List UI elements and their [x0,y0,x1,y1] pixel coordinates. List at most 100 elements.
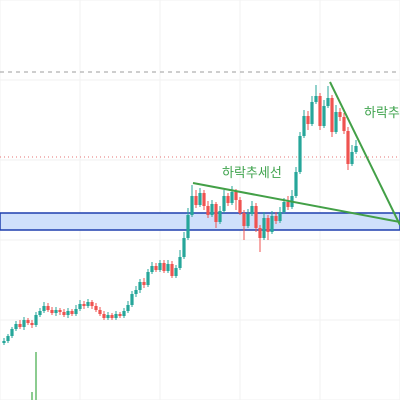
candle-body [274,216,278,221]
candle [150,262,154,274]
candle [306,111,310,130]
candle-body [278,212,282,221]
candle-body [22,320,26,327]
candle-body [102,314,106,318]
candle [222,190,226,213]
candle [134,286,138,297]
candle-body [338,112,342,117]
candle-body [166,264,170,271]
candle-body [26,320,30,323]
candle [186,208,190,240]
candle [54,307,58,316]
candle [310,96,314,126]
candle-body [130,294,134,305]
trendline-2 [329,81,400,226]
candle [318,93,322,130]
candle [334,105,338,134]
candle-body [30,323,34,325]
candle-body [210,204,214,215]
candle [206,201,210,218]
candle-body [294,172,298,196]
candle-body [234,192,238,200]
candle [254,203,258,232]
candle-body [2,341,6,343]
candle-body [126,305,130,311]
candle [194,190,198,208]
candle-body [334,112,338,132]
candle [126,301,130,313]
candle [258,225,262,252]
candle-body [114,314,118,318]
candle [302,110,306,138]
trendlines [192,81,400,226]
candle-body [330,98,334,132]
candle [214,202,218,228]
candle [14,321,18,331]
candle-body [10,329,14,336]
reference-lines [0,71,400,158]
candle [42,302,46,313]
candle-body [302,116,306,136]
candle-body [298,136,302,172]
candle [210,200,214,217]
candle [278,207,282,223]
support-zone [0,212,400,231]
candle-body [326,98,330,106]
candle-body [62,312,66,315]
candle [262,212,266,240]
candle [18,320,22,329]
candle-body [198,193,202,205]
candle [118,312,122,318]
candle-body [350,152,354,164]
candle-body [342,117,346,131]
candle-body [270,216,274,232]
candle-body [118,314,122,316]
candle-body [106,315,110,318]
candle [154,263,158,272]
candle [138,279,142,293]
candle [274,212,278,224]
candle [110,313,114,320]
candle [202,190,206,210]
candle-body [70,311,74,314]
candle [198,188,202,207]
candle [98,307,102,316]
candle-body [258,228,262,238]
candle-body [34,315,38,325]
candle [230,186,234,205]
candle [106,312,110,320]
candle [10,327,14,338]
candle [294,167,298,198]
trendline-label-1: 하락추세선 [222,166,282,181]
candle [242,210,246,240]
candle [158,260,162,272]
candle-body [42,306,46,311]
candle [338,108,342,121]
trendline-1 [192,182,400,223]
candle [34,312,38,327]
candle [234,189,238,210]
candle-body [194,196,198,205]
candle [2,338,6,345]
candle-body [98,310,102,314]
candle [30,320,34,328]
candle-body [138,282,142,290]
candle-body [182,238,186,257]
candle [346,127,350,170]
candle [122,308,126,318]
candle-body [54,310,58,313]
candle-body [318,96,322,126]
candle-body [246,214,250,226]
candle [94,303,98,312]
candle [142,278,146,288]
candle [350,145,354,166]
candle-body [142,282,146,285]
candle-body [190,196,194,215]
candle [26,318,30,325]
candle-body [174,268,178,276]
candle-body [214,204,218,222]
candle-body [58,310,62,312]
candle [102,311,106,320]
volume-spikes [31,352,37,400]
